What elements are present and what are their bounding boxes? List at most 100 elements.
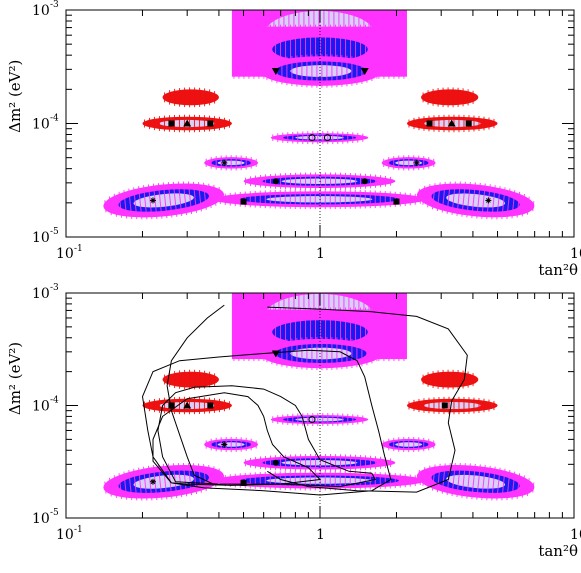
axis-ticks-bottom: [65, 293, 574, 519]
marker-star: [485, 197, 492, 204]
texture-tick: [431, 464, 436, 491]
texture-tick: [436, 463, 441, 493]
allowed-region-bottom-6: [406, 396, 498, 415]
marker-square: [441, 402, 448, 409]
texture-tick: [182, 181, 188, 216]
allowed-region-bottom-7: [270, 413, 369, 427]
marker-circle-open: [323, 134, 331, 142]
texture-tick: [147, 184, 153, 220]
marker-circle: [272, 178, 279, 185]
marker-square: [168, 402, 175, 409]
y-tick-exponent: -5: [50, 508, 59, 518]
texture-tick: [143, 185, 148, 220]
texture-tick: [496, 467, 501, 501]
texture-tick: [427, 184, 431, 208]
texture-tick: [143, 466, 148, 501]
x-tick-label: 10: [570, 246, 581, 262]
texture-tick: [456, 463, 461, 498]
texture-tick: [466, 463, 471, 499]
marker-square: [240, 198, 247, 205]
marker-star: [221, 159, 228, 166]
y-tick-label: 10: [32, 3, 50, 19]
marker-circle-open: [308, 134, 316, 142]
marker-square: [168, 120, 175, 127]
star-stroke: [414, 160, 419, 166]
allowed-region-top-7: [270, 131, 369, 145]
texture-tick: [192, 181, 198, 213]
texture-tick: [108, 196, 112, 216]
texture-tick: [476, 182, 481, 219]
y-tick-label: 10: [32, 117, 50, 133]
allowed-region-top-13: [416, 181, 535, 220]
texture-tick: [456, 181, 461, 216]
texture-tick: [476, 464, 481, 500]
texture-tick: [208, 183, 212, 209]
region-layer-light: [423, 401, 481, 410]
texture-tick: [451, 462, 456, 497]
texture-tick: [162, 182, 168, 219]
texture-tick: [506, 469, 511, 501]
texture-tick: [167, 182, 173, 218]
texture-tick: [516, 473, 521, 499]
texture-tick: [213, 184, 217, 206]
texture-tick: [108, 477, 112, 497]
texture-tick: [471, 463, 476, 500]
region-texture: [422, 87, 474, 108]
allowed-region-top-4: [421, 87, 479, 108]
allowed-region-bottom-13: [416, 462, 535, 501]
y-tick-exponent: -3: [50, 0, 59, 10]
allowed-region-bottom-4: [421, 369, 479, 390]
texture-tick: [152, 465, 158, 501]
marker-square: [207, 402, 214, 409]
plot-area-top: [103, 10, 535, 237]
texture-tick: [113, 475, 117, 499]
contour-line-4: [166, 304, 225, 485]
y-axis-label: Δm² (eV²): [6, 60, 24, 133]
texture-tick: [481, 464, 486, 501]
allowed-region-bottom-10: [243, 453, 396, 472]
texture-tick: [486, 465, 491, 501]
marker-triangle-up: [183, 119, 192, 127]
region-texture: [272, 131, 364, 145]
allowed-region-bottom-3: [162, 369, 219, 390]
texture-tick: [133, 468, 138, 501]
texture-tick: [526, 196, 530, 215]
texture-tick: [162, 463, 168, 500]
texture-tick: [123, 471, 128, 500]
region-layer-light: [290, 65, 352, 77]
texture-tick: [461, 181, 466, 217]
texture-tick: [417, 188, 420, 201]
contour-line-1: [157, 385, 376, 488]
allowed-region-bottom-9: [381, 436, 436, 453]
x-axis-label: tan²θ: [538, 542, 578, 560]
x-tick-label: 1: [316, 246, 325, 262]
texture-tick: [471, 182, 476, 219]
region-texture: [245, 172, 392, 191]
region-layer-light: [133, 474, 194, 489]
texture-tick: [123, 190, 128, 219]
texture-tick: [526, 478, 530, 497]
x-tick-label: 10: [56, 246, 74, 262]
region-texture: [261, 336, 378, 371]
marker-star: [413, 159, 420, 166]
region-layer-red: [162, 371, 219, 388]
region-texture: [383, 436, 435, 453]
texture-tick: [431, 183, 436, 210]
texture-tick: [157, 182, 163, 219]
region-texture: [261, 54, 378, 88]
texture-tick: [511, 471, 516, 500]
texture-tick: [128, 188, 133, 219]
texture-tick: [138, 467, 143, 501]
region-texture: [164, 369, 216, 390]
region-layer-red: [421, 371, 479, 388]
x-tick-exponent: -1: [74, 525, 83, 535]
region-texture: [164, 87, 216, 108]
texture-tick: [118, 191, 123, 218]
allowed-region-top-2: [259, 54, 382, 88]
y-tick-label: 10: [32, 399, 50, 415]
texture-tick: [172, 181, 178, 217]
texture-tick: [511, 190, 516, 219]
